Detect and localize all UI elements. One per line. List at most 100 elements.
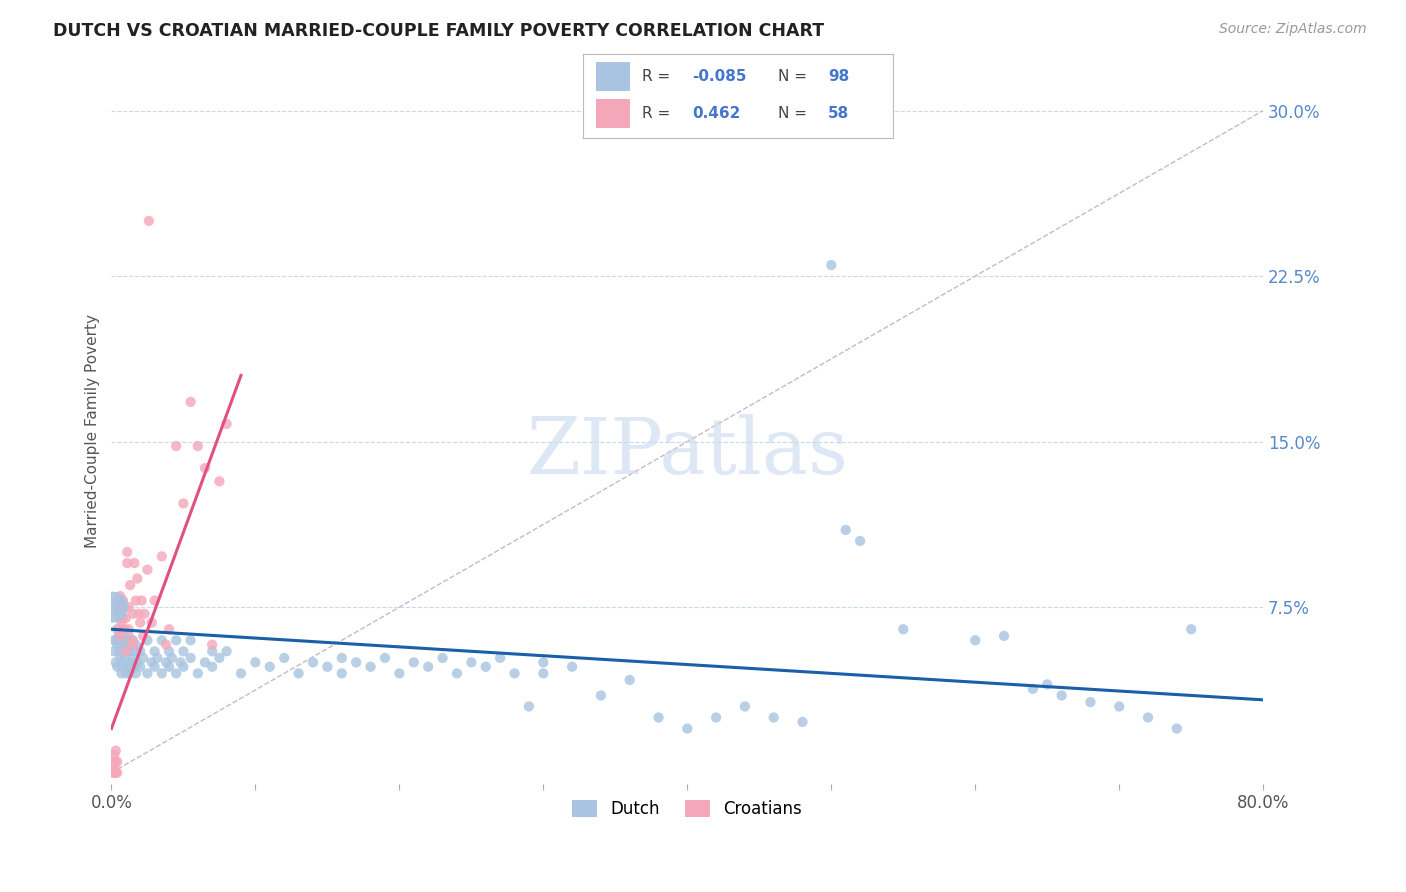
- Point: [208, 651, 231, 665]
- Point: [194, 656, 217, 670]
- Point: [215, 644, 238, 658]
- Point: [120, 656, 142, 670]
- Point: [143, 659, 166, 673]
- Point: [418, 659, 440, 673]
- Point: [118, 600, 141, 615]
- Point: [517, 699, 540, 714]
- Point: [101, 600, 124, 615]
- Point: [344, 656, 367, 670]
- Point: [432, 651, 454, 665]
- Point: [165, 666, 187, 681]
- Point: [993, 629, 1015, 643]
- Point: [201, 659, 224, 673]
- Point: [157, 644, 180, 658]
- Point: [619, 673, 641, 687]
- Point: [180, 651, 202, 665]
- Point: [110, 666, 132, 681]
- Point: [360, 659, 382, 673]
- Point: [111, 593, 134, 607]
- Point: [117, 633, 139, 648]
- Legend: Dutch, Croatians: Dutch, Croatians: [565, 793, 808, 825]
- Point: [1108, 699, 1130, 714]
- Point: [676, 722, 699, 736]
- Point: [112, 600, 135, 615]
- Point: [647, 710, 669, 724]
- Point: [1036, 677, 1059, 691]
- Point: [165, 633, 187, 648]
- Point: [127, 572, 149, 586]
- Point: [136, 563, 159, 577]
- Point: [143, 593, 166, 607]
- Point: [107, 644, 129, 658]
- Point: [138, 214, 160, 228]
- Point: [330, 666, 353, 681]
- Text: N =: N =: [779, 69, 807, 84]
- Point: [111, 659, 134, 673]
- Point: [101, 600, 124, 615]
- Point: [120, 666, 142, 681]
- Point: [105, 659, 128, 673]
- Point: [121, 633, 143, 648]
- Point: [965, 633, 987, 648]
- Point: [302, 656, 325, 670]
- Text: 58: 58: [828, 106, 849, 121]
- Point: [105, 638, 128, 652]
- Point: [131, 593, 153, 607]
- Point: [503, 666, 526, 681]
- Point: [121, 638, 143, 652]
- Point: [146, 651, 169, 665]
- Text: N =: N =: [779, 106, 807, 121]
- Point: [150, 666, 173, 681]
- Point: [160, 651, 183, 665]
- Point: [215, 417, 238, 431]
- Point: [136, 633, 159, 648]
- Point: [118, 644, 141, 658]
- Point: [104, 744, 127, 758]
- Point: [229, 666, 252, 681]
- Point: [273, 651, 295, 665]
- Point: [103, 644, 125, 658]
- Point: [150, 549, 173, 564]
- Point: [589, 689, 612, 703]
- Point: [101, 765, 124, 780]
- Point: [134, 607, 156, 621]
- Point: [316, 659, 339, 673]
- Point: [103, 759, 125, 773]
- Point: [110, 615, 132, 630]
- Point: [111, 644, 134, 658]
- Point: [107, 622, 129, 636]
- Text: 98: 98: [828, 69, 849, 84]
- Point: [122, 633, 145, 648]
- Point: [136, 666, 159, 681]
- Point: [531, 666, 554, 681]
- Point: [108, 611, 131, 625]
- Point: [157, 622, 180, 636]
- Point: [201, 638, 224, 652]
- Point: [103, 747, 125, 762]
- Point: [105, 622, 128, 636]
- Point: [169, 656, 191, 670]
- Point: [112, 622, 135, 636]
- Point: [108, 629, 131, 643]
- Point: [132, 629, 155, 643]
- Point: [122, 651, 145, 665]
- Point: [172, 496, 194, 510]
- Point: [489, 651, 512, 665]
- Point: [330, 651, 353, 665]
- Point: [127, 656, 149, 670]
- Point: [849, 533, 872, 548]
- Point: [104, 633, 127, 648]
- Point: [124, 644, 146, 658]
- Point: [104, 755, 127, 769]
- Point: [122, 638, 145, 652]
- Point: [474, 659, 496, 673]
- Point: [531, 656, 554, 670]
- Point: [118, 629, 141, 643]
- Point: [172, 659, 194, 673]
- Point: [104, 656, 127, 670]
- Point: [132, 651, 155, 665]
- Point: [114, 638, 136, 652]
- Point: [111, 611, 134, 625]
- Text: R =: R =: [643, 106, 671, 121]
- Point: [141, 656, 163, 670]
